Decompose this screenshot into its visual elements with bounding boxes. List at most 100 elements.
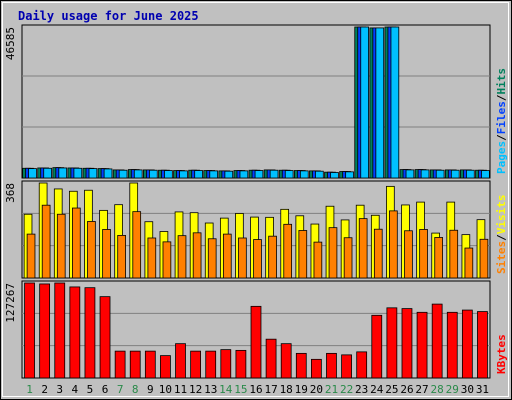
bar-sites-day-7 (117, 234, 126, 279)
x-tick-label-day-12: 12 (189, 383, 202, 396)
bar-sites-day-2 (41, 204, 51, 279)
bar-pages-day-27 (420, 169, 430, 179)
bar-pages-day-22 (345, 171, 354, 179)
legend-entry-sites: Sites (495, 241, 508, 274)
x-tick-label-day-22: 22 (340, 383, 353, 396)
x-tick-label-day-11: 11 (174, 383, 187, 396)
x-tick-label-day-6: 6 (102, 383, 109, 396)
panel-2: 368 Sites/Visits (4, 180, 508, 279)
bar-pages-day-14 (224, 170, 234, 179)
bar-pages-day-31 (481, 170, 490, 179)
legend-entry-hits: Hits (495, 68, 508, 95)
bar-kbytes-day-12 (190, 350, 201, 379)
bar-pages-day-9 (148, 169, 158, 179)
x-tick-label-day-25: 25 (385, 383, 398, 396)
x-tick-label-day-23: 23 (355, 383, 368, 396)
bar-pages-day-16 (254, 170, 264, 179)
bar-pages-day-13 (209, 170, 219, 179)
legend-entry-files: Files (495, 101, 508, 134)
panel-3-legend: KBytes (495, 334, 508, 374)
bar-pages-day-8 (133, 169, 143, 179)
bar-sites-day-8 (132, 211, 142, 279)
x-tick-label-day-17: 17 (264, 383, 277, 396)
x-tick-label-day-16: 16 (249, 383, 262, 396)
bar-sites-day-21 (328, 227, 338, 279)
bar-pages-day-3 (58, 167, 68, 179)
bar-kbytes-day-21 (326, 352, 337, 379)
bar-kbytes-day-3 (54, 282, 66, 379)
bar-sites-day-4 (72, 207, 81, 279)
panel-1-legend: Pages/Files/Hits (495, 68, 508, 174)
bar-pages-day-30 (466, 169, 475, 179)
bar-sites-day-20 (313, 241, 323, 279)
bar-sites-day-27 (419, 229, 428, 279)
x-tick-label-day-26: 26 (400, 383, 413, 396)
legend-entry-kbytes: KBytes (495, 334, 508, 374)
bar-kbytes-day-27 (416, 311, 428, 379)
bar-kbytes-day-6 (99, 296, 111, 379)
bar-kbytes-day-7 (114, 350, 126, 379)
bar-sites-day-5 (87, 221, 96, 279)
bar-pages-day-24 (375, 27, 385, 179)
bar-pages-day-23 (360, 26, 369, 179)
bar-kbytes-day-8 (129, 350, 141, 379)
x-axis-labels: 1 2 3 4 5 6 7 8 9 10 11 12 13 14 15 16 17 18 19 20 21 22 23 24 2… (26, 383, 489, 396)
bar-kbytes-day-19 (295, 352, 307, 379)
x-tick-label-day-8: 8 (132, 383, 139, 396)
bar-pages-day-15 (239, 170, 249, 179)
legend-separator: / (495, 234, 508, 241)
bar-pages-day-4 (73, 167, 83, 179)
bar-kbytes-day-15 (235, 349, 247, 379)
bar-kbytes-day-18 (280, 343, 292, 379)
x-tick-label-day-4: 4 (72, 383, 79, 396)
x-tick-label-day-20: 20 (310, 383, 323, 396)
legend-entry-visits: Visits (495, 195, 508, 235)
frame-bevel-light (2, 2, 509, 397)
bar-sites-day-31 (479, 238, 489, 279)
x-tick-label-day-2: 2 (41, 383, 48, 396)
x-tick-label-day-7: 7 (117, 383, 124, 396)
bar-kbytes-day-17 (265, 338, 277, 379)
bar-pages-day-25 (390, 26, 400, 179)
bar-sites-day-24 (373, 228, 383, 279)
bar-sites-day-15 (238, 237, 247, 279)
x-tick-label-day-28: 28 (431, 383, 444, 396)
bar-pages-day-29 (450, 169, 460, 179)
x-tick-label-day-31: 31 (476, 383, 489, 396)
bar-sites-day-25 (389, 210, 398, 279)
bar-sites-day-22 (343, 237, 353, 279)
x-tick-label-day-9: 9 (147, 383, 154, 396)
bar-pages-day-1 (28, 168, 37, 179)
bar-kbytes-day-22 (341, 354, 352, 379)
bar-pages-day-2 (43, 167, 52, 179)
panel-1: 46585 Pages/Files/Hits (4, 24, 508, 179)
x-tick-label-day-10: 10 (159, 383, 172, 396)
bar-kbytes-day-5 (84, 287, 96, 379)
x-tick-label-day-3: 3 (56, 383, 63, 396)
bar-kbytes-day-26 (401, 308, 413, 379)
bar-kbytes-day-24 (371, 314, 383, 379)
bar-sites-day-29 (449, 229, 459, 279)
panel-1-ymax-label: 46585 (4, 27, 17, 60)
x-tick-label-day-21: 21 (325, 383, 338, 396)
x-tick-label-day-15: 15 (234, 383, 247, 396)
bar-kbytes-day-16 (250, 305, 262, 379)
bar-pages-day-6 (103, 168, 113, 179)
panel-1-plot-area (21, 24, 491, 179)
bar-kbytes-day-14 (220, 349, 232, 379)
panel-3-ymax-label: 127267 (4, 283, 17, 323)
bar-kbytes-day-10 (160, 355, 171, 379)
bar-kbytes-day-29 (446, 311, 458, 379)
x-tick-label-day-29: 29 (446, 383, 459, 396)
bar-sites-day-19 (298, 230, 308, 279)
bar-pages-day-28 (435, 169, 445, 179)
bar-pages-day-11 (179, 170, 188, 179)
bar-sites-day-12 (192, 232, 202, 279)
chart-title: Daily usage for June 2025 (18, 9, 199, 23)
x-tick-label-day-24: 24 (370, 383, 384, 396)
bar-pages-day-26 (405, 169, 415, 179)
x-tick-label-day-30: 30 (461, 383, 474, 396)
bar-kbytes-day-9 (144, 350, 156, 379)
x-tick-label-day-1: 1 (26, 383, 33, 396)
